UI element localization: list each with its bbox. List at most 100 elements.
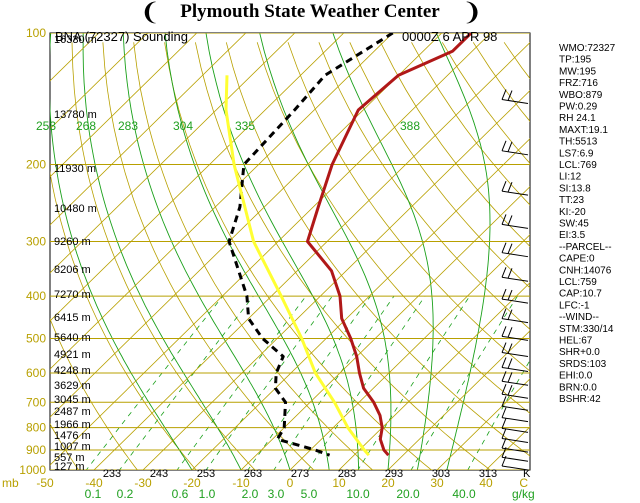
mixing-ratio-line	[205, 295, 333, 470]
mixing-ratio-label: 40.0	[452, 487, 476, 501]
index-item: BRN:0.0	[559, 382, 597, 393]
dry-adiabat	[472, 42, 530, 122]
index-item: --WIND--	[559, 312, 599, 323]
logo-right-icon: ❩	[462, 0, 482, 26]
height-label: 4921 m	[54, 349, 91, 361]
temp-tick-label: 30	[430, 476, 444, 490]
parcel-trace	[224, 75, 370, 457]
dry-adiabat	[349, 42, 530, 289]
isotherm	[436, 378, 530, 470]
mixing-ratio-label: 1.0	[199, 487, 216, 501]
sounding-indices: WMO:72327TP:195MW:195FRZ:716WBO:879PW:0.…	[559, 43, 616, 405]
height-label: 7270 m	[54, 289, 91, 301]
kelvin-tick-label: 243	[150, 468, 168, 480]
dry-adiabat	[287, 42, 530, 372]
index-item: CAP:10.7	[559, 289, 602, 300]
pressure-tick-label: 600	[26, 366, 46, 380]
height-label: 2487 m	[54, 406, 91, 418]
index-item: PW:0.29	[559, 102, 598, 113]
theta-label: 335	[235, 119, 255, 133]
dry-adiabat	[256, 42, 530, 414]
mixing-ratio-label: 3.0	[268, 487, 285, 501]
index-item: TP:195	[559, 55, 592, 66]
mixing-ratio-label: 0.1	[85, 487, 102, 501]
index-item: STM:330/14	[559, 324, 614, 335]
mixing-ratio-line	[467, 359, 530, 470]
temp-unit-label: C	[519, 476, 528, 490]
height-label: 16330 m	[54, 34, 97, 46]
kelvin-tick-label: 263	[244, 468, 262, 480]
mixing-ratio-label: 0.2	[117, 487, 134, 501]
index-item: LCL:769	[559, 160, 597, 171]
height-label: 127 m	[54, 461, 85, 473]
kelvin-tick-label: 273	[291, 468, 309, 480]
dry-adiabat	[441, 42, 530, 164]
mixing-ratio-line	[410, 295, 518, 470]
height-label: 6415 m	[54, 312, 91, 324]
temp-tick-label: 0	[287, 476, 294, 490]
mixing-ratio-line	[307, 295, 426, 470]
index-item: RH 24.1	[559, 113, 596, 124]
dry-adiabat	[50, 317, 138, 470]
kelvin-tick-label: 303	[432, 468, 450, 480]
kelvin-tick-label: 253	[197, 468, 215, 480]
moist-adiabat	[164, 33, 330, 470]
isotherm	[338, 282, 530, 470]
dry-adiabat	[133, 42, 374, 470]
title-block: ❨ Plymouth State Weather Center ❩	[140, 0, 482, 26]
mixing-ratio-label: 2.0	[242, 487, 259, 501]
mixing-ratio-label: 10.0	[346, 487, 370, 501]
temp-tick-label: -10	[232, 476, 250, 490]
height-label: 13780 m	[54, 109, 97, 121]
wind-barbs	[501, 89, 529, 471]
index-item: KI:-20	[559, 207, 586, 218]
temp-tick-label: -20	[183, 476, 201, 490]
kelvin-tick-label: 313	[479, 468, 497, 480]
theta-label: 268	[76, 119, 96, 133]
pressure-tick-label: 900	[26, 443, 46, 457]
dry-adiabats	[50, 42, 530, 470]
kelvin-tick-label: 233	[103, 468, 121, 480]
index-item: LS7:6.9	[559, 148, 594, 159]
temp-tick-label: -30	[134, 476, 152, 490]
index-item: LFC:-1	[559, 300, 590, 311]
logo-left-icon: ❨	[140, 0, 160, 26]
isotherm	[240, 186, 530, 470]
moist-adiabats	[50, 33, 491, 470]
pressure-tick-label: 300	[26, 235, 46, 249]
index-item: TT:23	[559, 195, 584, 206]
moist-adiabat	[82, 33, 242, 470]
isotherm	[191, 138, 530, 470]
height-label: 3045 m	[54, 394, 91, 406]
isotherm	[50, 33, 345, 322]
index-item: WBO:879	[559, 90, 603, 101]
kelvin-tick-label: 293	[385, 468, 403, 480]
pressure-unit-label: mb	[2, 476, 19, 490]
isotherm	[387, 330, 530, 470]
height-label: 1007 m	[54, 441, 91, 453]
wind-barb	[501, 418, 529, 433]
mixing-ratio-line	[119, 295, 254, 470]
index-item: SI:13.8	[559, 183, 591, 194]
height-label: 3629 m	[54, 380, 91, 392]
theta-label: 388	[400, 119, 420, 133]
isotherm	[142, 90, 530, 470]
height-label: 10480 m	[54, 203, 97, 215]
theta-label: 304	[173, 119, 193, 133]
mixing-ratio-line	[247, 295, 371, 470]
pressure-tick-label: 100	[26, 26, 46, 40]
index-item: WMO:72327	[559, 43, 616, 54]
index-item: --PARCEL--	[559, 242, 612, 253]
index-item: LCL:759	[559, 277, 597, 288]
kelvin-tick-label: 283	[338, 468, 356, 480]
background-grid	[50, 33, 530, 470]
wind-barb	[501, 242, 529, 258]
index-item: BSHR:42	[559, 394, 601, 405]
index-item: MW:195	[559, 66, 596, 77]
temperature-trace	[306, 33, 473, 457]
moist-adiabat	[435, 33, 491, 470]
index-item: CNH:14076	[559, 265, 612, 276]
mixing-ratio-line	[357, 295, 471, 470]
